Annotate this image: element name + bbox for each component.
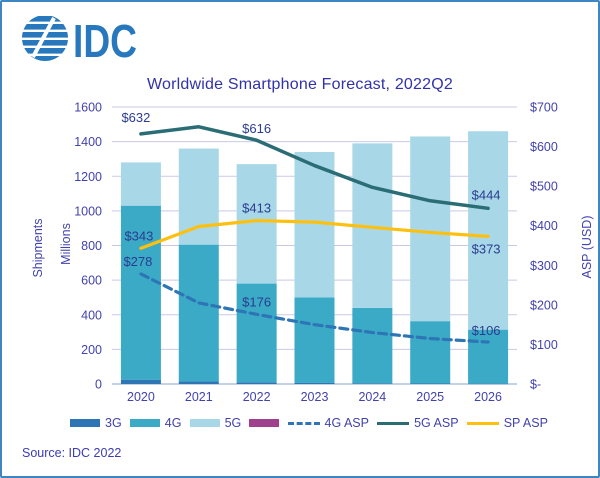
line-sp-asp <box>139 218 490 250</box>
bar-segment-3g-2021 <box>178 381 219 384</box>
data-label: $632 <box>121 110 150 125</box>
legend-item-5g-asp: 5G ASP <box>377 416 459 430</box>
x-axis-tick: 2023 <box>301 390 329 404</box>
bar-segment-3g-2024 <box>352 383 393 384</box>
data-label: $373 <box>472 241 501 256</box>
right-axis-tick: $700 <box>530 101 558 115</box>
bar-segment-4g-2025 <box>410 321 451 384</box>
x-axis-tick: 2025 <box>416 390 444 404</box>
data-label: $616 <box>242 121 271 136</box>
legend-item-3g: 3G <box>70 416 122 430</box>
bar-segment-4g-2022 <box>236 283 277 383</box>
right-axis-tick: $600 <box>530 140 558 154</box>
legend-item-5g: 5G <box>189 416 242 430</box>
data-label: $343 <box>124 228 153 243</box>
left-axis-tick: 400 <box>81 308 102 322</box>
idc-logo-text: IDC <box>73 15 137 65</box>
x-axis-tick: 2022 <box>243 390 271 404</box>
bar-segment-3g-2026 <box>468 383 509 385</box>
data-label: $176 <box>242 294 271 309</box>
right-axis-tick: $400 <box>530 219 558 233</box>
bar-segment-3g-2020 <box>120 379 161 384</box>
x-axis-tick: 2024 <box>358 390 386 404</box>
right-axis-tick: $300 <box>530 259 558 273</box>
bar-segment-5g-2021 <box>178 148 219 245</box>
idc-globe-icon <box>22 16 68 61</box>
x-axis-tick: 2021 <box>185 390 213 404</box>
legend-item-unlabeled <box>249 419 280 427</box>
bar-segment-4g-2024 <box>352 307 393 384</box>
legend-item-sp-asp: SP ASP <box>466 416 548 430</box>
legend-item-4g: 4G <box>129 416 182 430</box>
bar-segment-5g-2025 <box>410 136 451 322</box>
legend-label: 4G <box>164 416 182 430</box>
legend-swatch-icon <box>189 419 220 427</box>
chart-title: Worldwide Smartphone Forecast, 2022Q2 <box>147 76 453 93</box>
bar-segment-3g-2025 <box>410 383 451 384</box>
legend-label: SP ASP <box>503 416 548 430</box>
x-axis-tick: 2026 <box>474 390 502 404</box>
legend-swatch-icon <box>70 419 100 427</box>
left-axis-tick: 800 <box>81 239 102 253</box>
bar-segment-5g-2020 <box>120 162 161 206</box>
right-axis-tick: $200 <box>530 298 558 312</box>
legend-swatch-icon <box>466 421 499 425</box>
legend-swatch-icon <box>249 419 280 427</box>
line-5g-asp <box>139 125 490 211</box>
left-axis-tick: 0 <box>95 378 102 392</box>
legend-swatch-icon <box>287 421 320 425</box>
legend-label: 5G <box>224 416 242 430</box>
data-label: $278 <box>123 254 152 269</box>
data-label: $444 <box>472 187 501 202</box>
left-axis-tick: 1200 <box>74 170 102 184</box>
bar-segment-3g-2023 <box>294 382 335 384</box>
chart-legend: 3G 4G 5G 4G ASP 5G ASP SP ASP <box>70 416 548 430</box>
legend-label: 4G ASP <box>324 416 369 430</box>
bar-segment-4g-2026 <box>468 329 509 384</box>
legend-swatch-icon <box>377 421 410 425</box>
left-axis-tick: 200 <box>81 343 102 357</box>
legend-label: 3G <box>105 416 122 430</box>
bar-segment-4g-2021 <box>178 244 219 382</box>
right-axis-tick: $500 <box>530 180 558 194</box>
bar-segment-5g-2022 <box>236 164 277 284</box>
legend-item-4g-asp: 4G ASP <box>287 416 369 430</box>
left-axis-tick: 1000 <box>74 204 102 218</box>
legend-swatch-icon <box>129 419 160 427</box>
left-axis-tick: 600 <box>81 274 102 288</box>
data-label: $413 <box>242 201 271 216</box>
bar-segment-5g-2026 <box>468 131 509 330</box>
left-axis-tick: 1400 <box>74 135 102 149</box>
right-axis-tick: $- <box>530 378 541 392</box>
bar-segment-4g-2023 <box>294 297 335 383</box>
data-label: $106 <box>472 323 501 338</box>
line-4g-asp <box>139 272 490 344</box>
bar-segment-3g-2022 <box>236 382 277 384</box>
left-axis-tick: 1600 <box>74 101 102 115</box>
idc-logo: IDC <box>22 15 137 65</box>
chart-plot-area: 1600 1400 1200 1000 800 600 400 200 0 $700 $600 $50… <box>74 101 558 405</box>
right-axis-tick: $100 <box>530 338 558 352</box>
source-note: Source: IDC 2022 <box>22 446 122 460</box>
legend-label: 5G ASP <box>414 416 459 430</box>
x-axis-tick: 2020 <box>127 390 155 404</box>
bar-segment-4g-2020 <box>120 205 161 380</box>
